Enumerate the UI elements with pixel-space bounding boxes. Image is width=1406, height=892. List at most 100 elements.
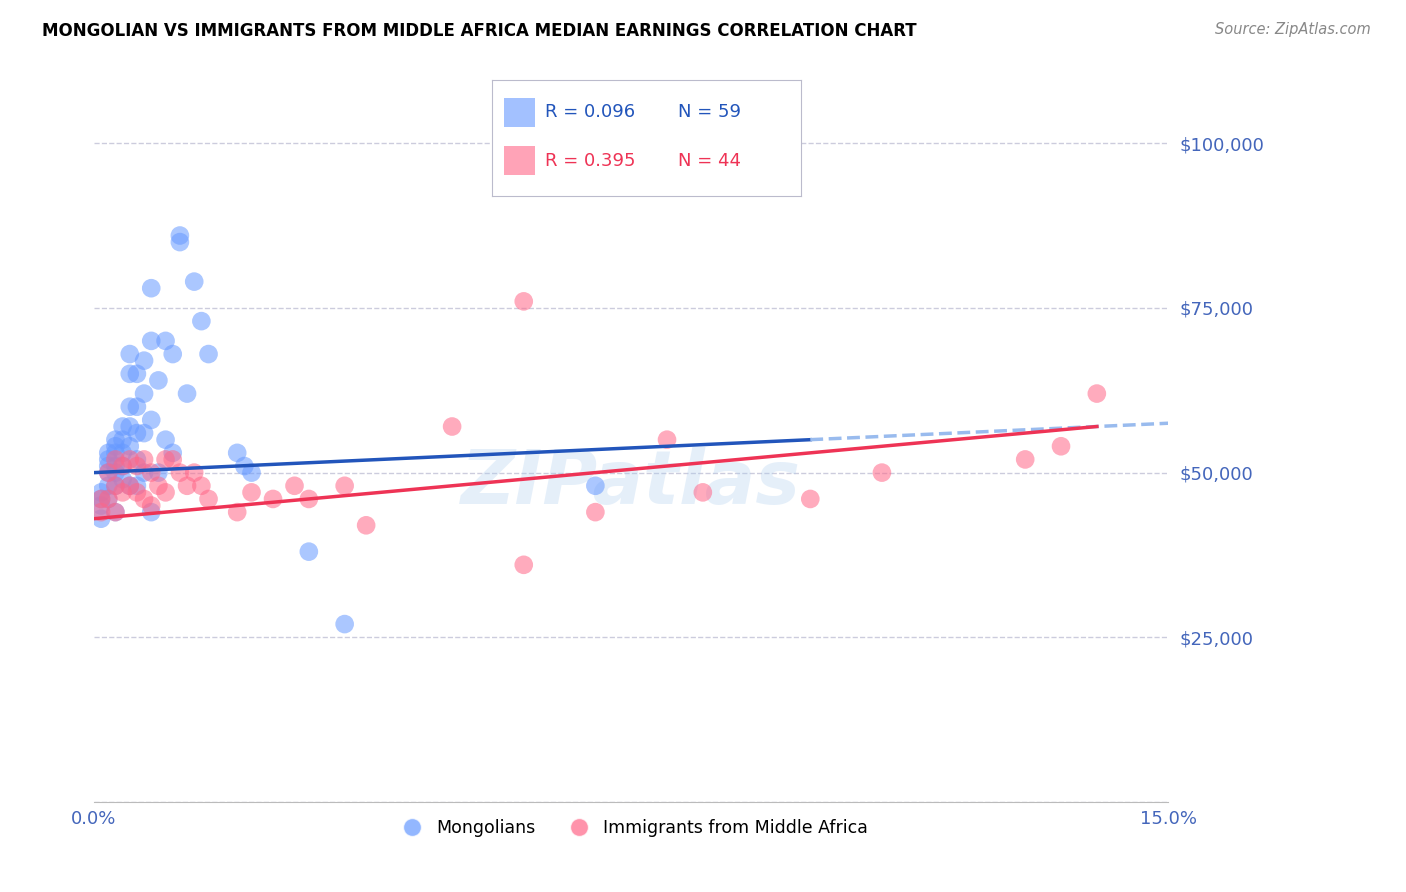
Point (870, 466, 893, 480)
Point (104, 433, 127, 447)
Point (240, 485, 263, 500)
Point (125, 426, 148, 441)
Point (148, 479, 170, 493)
Text: MONGOLIAN VS IMMIGRANTS FROM MIDDLE AFRICA MEDIAN EARNINGS CORRELATION CHART: MONGOLIAN VS IMMIGRANTS FROM MIDDLE AFRI… (42, 22, 917, 40)
Point (240, 466, 263, 480)
Point (97, 452, 120, 467)
Point (118, 452, 141, 467)
Point (125, 400, 148, 414)
Point (118, 439, 141, 453)
Point (283, 479, 305, 493)
Point (583, 479, 606, 493)
Point (183, 275, 205, 289)
Point (148, 373, 170, 387)
Point (692, 485, 714, 500)
Point (104, 505, 127, 519)
Bar (505, 98, 536, 127)
Point (90, 505, 112, 519)
Point (197, 347, 219, 361)
Text: R = 0.395: R = 0.395 (544, 153, 636, 170)
Point (183, 466, 205, 480)
Point (162, 446, 184, 460)
Point (111, 433, 134, 447)
Point (354, 518, 377, 533)
Text: N = 59: N = 59 (678, 103, 741, 121)
Point (97, 491, 120, 506)
Point (97, 446, 120, 460)
Point (90, 512, 112, 526)
Point (111, 485, 134, 500)
Text: R = 0.096: R = 0.096 (544, 103, 636, 121)
Point (104, 505, 127, 519)
Point (155, 433, 177, 447)
Point (118, 479, 141, 493)
Point (141, 334, 163, 348)
Point (162, 347, 184, 361)
Point (132, 386, 155, 401)
Point (513, 294, 536, 309)
Text: ZIPatlas: ZIPatlas (461, 447, 801, 520)
Point (90, 491, 112, 506)
Point (118, 419, 141, 434)
Point (141, 499, 163, 513)
Point (132, 466, 155, 480)
Point (162, 452, 184, 467)
Point (90, 499, 112, 513)
Point (655, 433, 678, 447)
Point (262, 491, 284, 506)
Text: Source: ZipAtlas.com: Source: ZipAtlas.com (1215, 22, 1371, 37)
Point (125, 367, 148, 381)
Point (132, 353, 155, 368)
Text: N = 44: N = 44 (678, 153, 741, 170)
Point (125, 452, 148, 467)
Point (141, 281, 163, 295)
Point (197, 491, 219, 506)
Point (104, 439, 127, 453)
Point (111, 472, 134, 486)
Point (1085, 386, 1108, 401)
Point (125, 485, 148, 500)
Point (97, 466, 120, 480)
Point (111, 458, 134, 473)
Point (190, 314, 212, 328)
Point (155, 485, 177, 500)
Point (125, 479, 148, 493)
Point (132, 491, 155, 506)
Point (513, 558, 536, 572)
Point (233, 458, 256, 473)
Point (333, 479, 356, 493)
Point (97, 479, 120, 493)
Point (125, 458, 148, 473)
Point (1014, 452, 1036, 467)
Point (97, 458, 120, 473)
Point (141, 505, 163, 519)
Point (583, 505, 606, 519)
Point (169, 466, 191, 480)
Point (226, 446, 249, 460)
Point (97, 491, 120, 506)
Point (118, 347, 141, 361)
Point (441, 419, 464, 434)
Point (190, 479, 212, 493)
Point (90, 485, 112, 500)
Point (111, 458, 134, 473)
Point (132, 426, 155, 441)
Point (104, 458, 127, 473)
Point (118, 400, 141, 414)
Point (97, 466, 120, 480)
Point (333, 617, 356, 632)
Point (155, 334, 177, 348)
Point (111, 446, 134, 460)
Point (169, 228, 191, 243)
Point (111, 419, 134, 434)
Point (118, 479, 141, 493)
Point (799, 491, 821, 506)
Point (104, 452, 127, 467)
Point (155, 452, 177, 467)
Point (298, 544, 321, 558)
Point (1050, 439, 1073, 453)
Bar (505, 146, 536, 176)
Point (90, 491, 112, 506)
Point (298, 491, 321, 506)
Point (141, 466, 163, 480)
